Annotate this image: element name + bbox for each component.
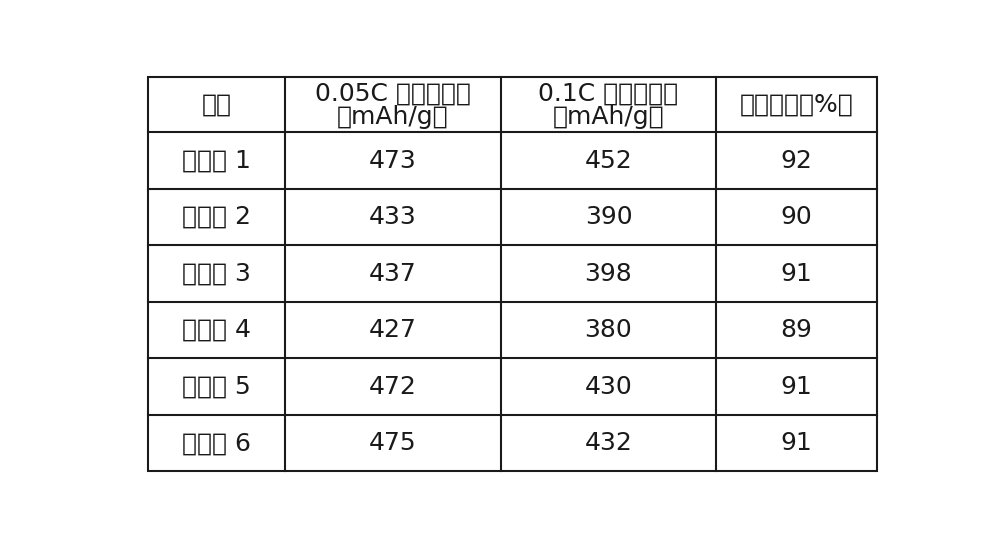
Text: 473: 473 <box>369 149 417 172</box>
Text: 89: 89 <box>781 318 812 342</box>
Text: 0.1C 的脱锂容量: 0.1C 的脱锂容量 <box>538 82 679 106</box>
Text: 90: 90 <box>781 205 812 229</box>
Text: 437: 437 <box>369 261 417 286</box>
Text: 390: 390 <box>585 205 632 229</box>
Text: 试验组 3: 试验组 3 <box>182 261 251 286</box>
Text: （mAh/g）: （mAh/g） <box>337 105 449 129</box>
Text: 项目: 项目 <box>202 93 232 117</box>
Text: 试验组 2: 试验组 2 <box>182 205 251 229</box>
Text: 427: 427 <box>369 318 417 342</box>
Text: 91: 91 <box>781 261 812 286</box>
Text: 380: 380 <box>585 318 632 342</box>
Text: （mAh/g）: （mAh/g） <box>553 105 664 129</box>
Text: 472: 472 <box>369 375 417 399</box>
Text: 试验组 4: 试验组 4 <box>182 318 251 342</box>
Text: 91: 91 <box>781 375 812 399</box>
Text: 试验组 5: 试验组 5 <box>182 375 251 399</box>
Text: 475: 475 <box>369 431 417 455</box>
Text: 首次效率（%）: 首次效率（%） <box>740 93 853 117</box>
Text: 398: 398 <box>585 261 632 286</box>
Text: 试验组 1: 试验组 1 <box>182 149 251 172</box>
Text: 92: 92 <box>781 149 812 172</box>
Text: 91: 91 <box>781 431 812 455</box>
Text: 433: 433 <box>369 205 417 229</box>
Text: 452: 452 <box>585 149 632 172</box>
Text: 432: 432 <box>585 431 632 455</box>
Text: 试验组 6: 试验组 6 <box>182 431 251 455</box>
Text: 430: 430 <box>585 375 632 399</box>
Text: 0.05C 的嵌锂容量: 0.05C 的嵌锂容量 <box>315 82 471 106</box>
